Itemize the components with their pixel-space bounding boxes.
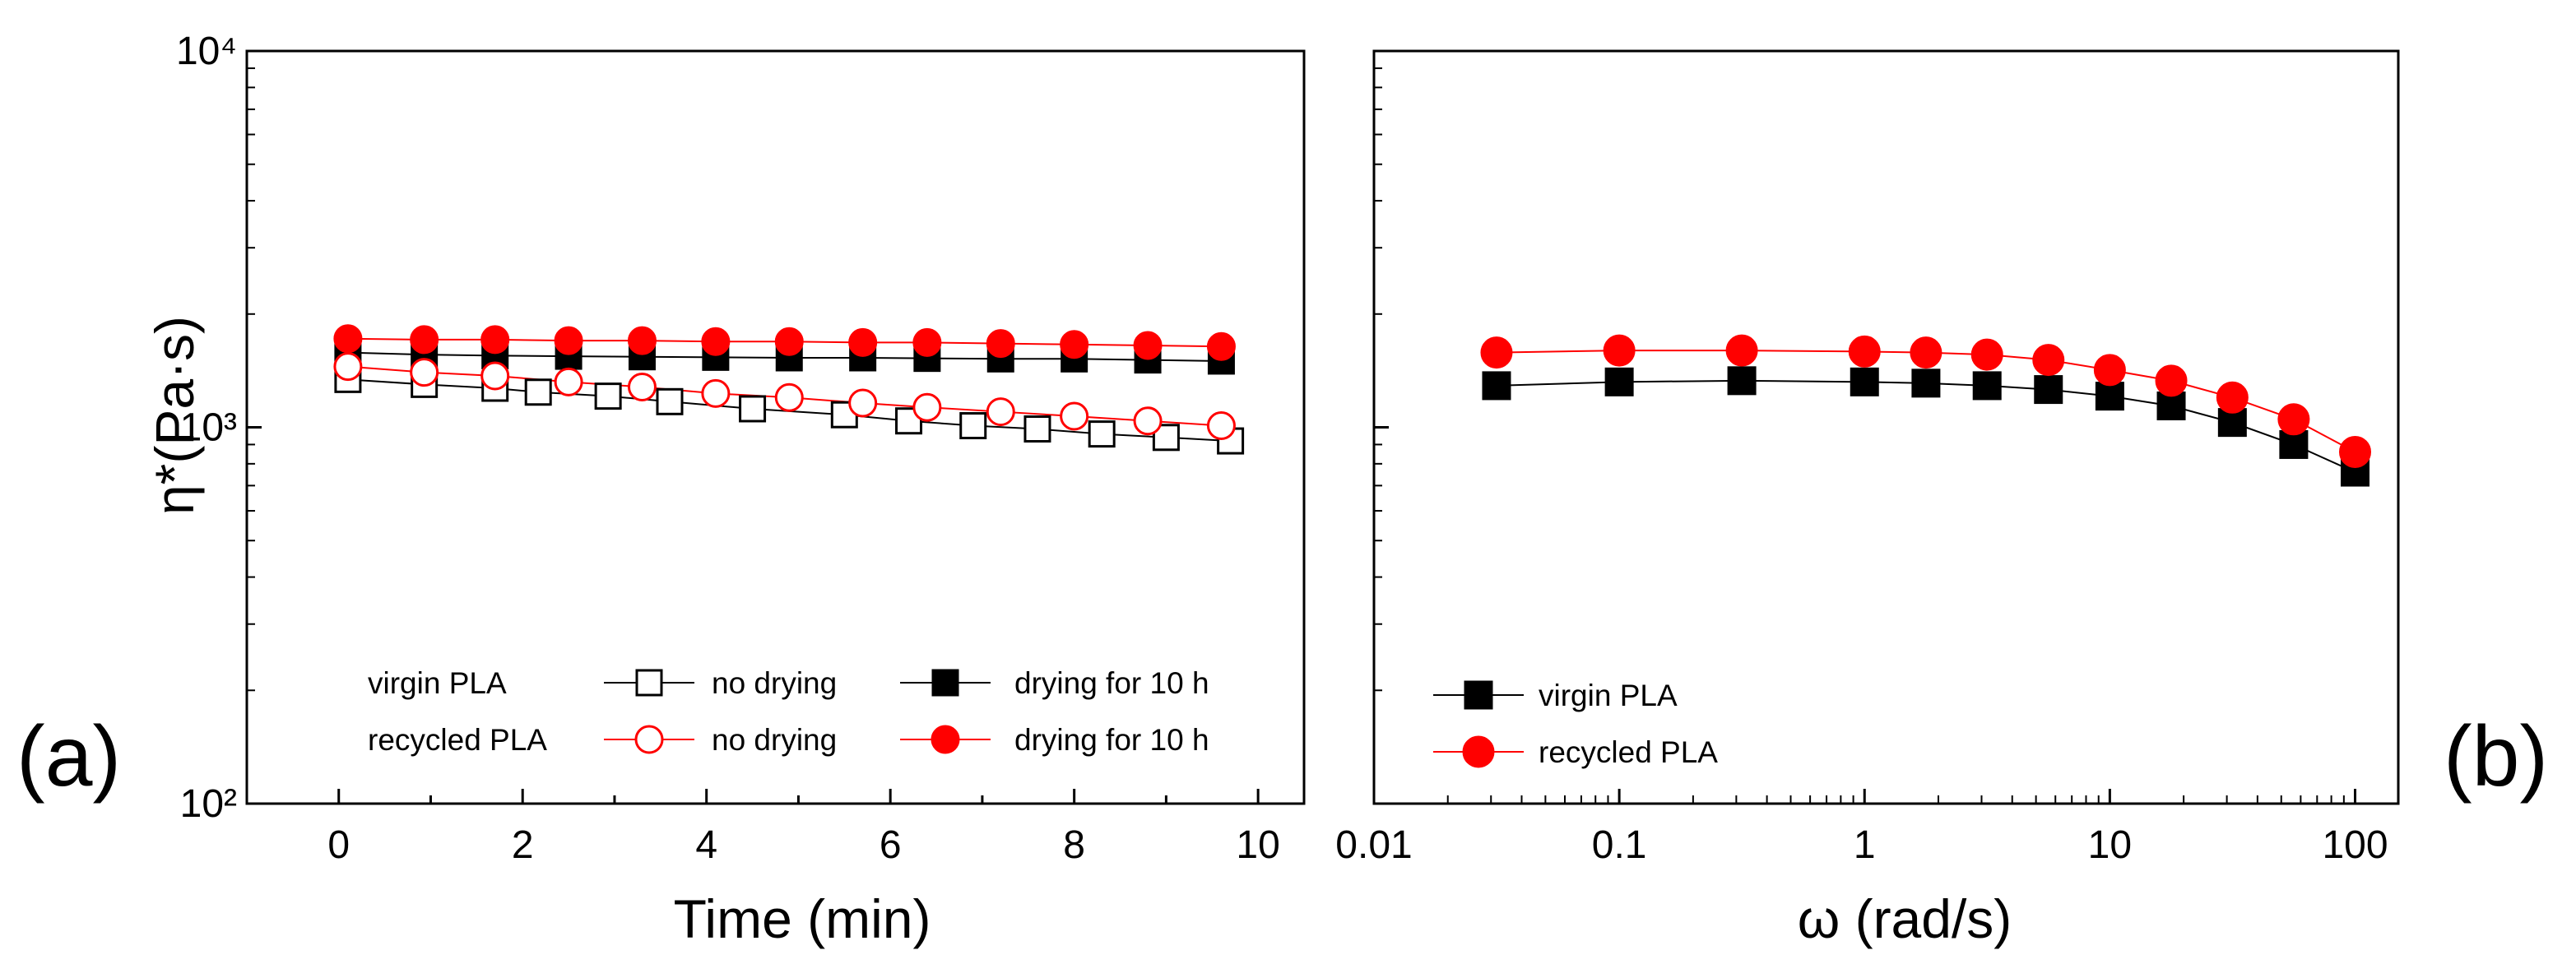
panel-a-data-point xyxy=(701,378,731,408)
y-tick-label-a: 10⁴ xyxy=(176,30,237,73)
panel-a-data-point xyxy=(848,388,878,418)
panel-a-data-point xyxy=(848,327,878,357)
panel-a-data-point xyxy=(333,352,363,382)
panel-b-data-point xyxy=(2093,354,2126,387)
panel-a-data-point xyxy=(1206,331,1236,361)
x-tick-label-b: 100 xyxy=(2322,823,2388,867)
legend-b-entry-label: recycled PLA xyxy=(1539,735,1718,769)
legend-a-symbol-marker xyxy=(931,725,960,754)
panel-a-data-point xyxy=(986,397,1015,427)
panel-b-data-point xyxy=(2339,435,2372,468)
panel-a-data-point xyxy=(1206,411,1236,441)
panel-b-data-point xyxy=(2034,375,2063,405)
legend-a-entry-label: no drying xyxy=(712,666,837,700)
x-tick-label-a: 2 xyxy=(512,823,534,867)
panel-a-data-point xyxy=(594,382,622,410)
legend-a-entry-label: no drying xyxy=(712,723,837,757)
y-axis-title: η*(Pa·s) xyxy=(144,316,205,515)
panel-b-data-point xyxy=(1482,371,1511,401)
panel-a-data-point xyxy=(656,387,684,415)
panel-a-data-point xyxy=(554,326,583,355)
panel-a-data-point xyxy=(480,325,510,355)
panel-a-data-point xyxy=(912,392,942,422)
legend-a-symbol-marker xyxy=(931,669,959,697)
panel-a-data-point xyxy=(774,327,804,356)
panel-b-data-point xyxy=(2156,391,2186,420)
panel-a-data-point xyxy=(480,361,510,391)
x-tick-label-a: 0 xyxy=(327,823,350,867)
panel-a-letter: (a) xyxy=(16,709,121,804)
legend-a-row-label: virgin PLA xyxy=(368,666,507,700)
panel-b-data-point xyxy=(1727,366,1757,396)
panel-b-data-point xyxy=(2155,364,2188,397)
panel-b-data-point xyxy=(2032,344,2065,377)
panel-b-data-point xyxy=(1911,368,1941,398)
x-tick-label-b: 0.1 xyxy=(1592,823,1647,867)
panel-b-data-point xyxy=(1725,334,1758,367)
panel-a-data-point xyxy=(1133,331,1163,360)
panel-a-data-point xyxy=(627,326,657,355)
panel-a-data-point xyxy=(524,378,552,406)
panel-b-data-point xyxy=(1604,367,1634,396)
panel-a-data-point xyxy=(739,395,767,423)
x-tick-label-b: 10 xyxy=(2088,823,2132,867)
legend-a-symbol-marker xyxy=(635,669,663,697)
legend-b-entry-label: virgin PLA xyxy=(1539,679,1678,712)
legend-a-symbol-marker xyxy=(634,725,664,754)
legend-a-row-label: recycled PLA xyxy=(368,723,547,757)
panel-a-data-point xyxy=(701,327,731,356)
panel-b-letter: (b) xyxy=(2444,709,2548,804)
panel-a-data-point xyxy=(627,372,657,401)
panel-b-data-point xyxy=(1480,336,1513,369)
panel-b-data-point xyxy=(2277,403,2310,436)
panel-b-data-point xyxy=(2095,382,2124,411)
panel-a-data-point xyxy=(1060,330,1089,359)
panel-b-data-point xyxy=(1850,367,1879,396)
panel-b-data-point xyxy=(2279,429,2309,459)
panel-b-data-point xyxy=(1603,334,1636,367)
legend-a-entry-label: drying for 10 h xyxy=(1014,723,1209,757)
panel-b-data-point xyxy=(1848,335,1881,368)
panel-b-data-point xyxy=(1972,371,2002,401)
panel-a-data-point xyxy=(986,329,1015,359)
y-tick-label-a: 10² xyxy=(180,782,237,826)
panel-a-data-point xyxy=(410,358,439,387)
x-tick-label-b: 1 xyxy=(1854,823,1876,867)
x-axis-title-b: ω (rad/s) xyxy=(1798,888,2012,949)
x-tick-label-a: 6 xyxy=(880,823,902,867)
x-axis-title-a: Time (min) xyxy=(674,888,931,949)
panel-b-data-point xyxy=(1970,338,2003,371)
legend-a: virgin PLA recycled PLA no drying drying… xyxy=(368,666,1209,757)
legend-b: virgin PLA recycled PLA xyxy=(1433,679,1718,769)
panel-a-data-point xyxy=(959,412,987,440)
panel-a-data-point xyxy=(410,325,439,355)
panel-a-data-point xyxy=(554,367,583,396)
panel-b-data-point xyxy=(1910,336,1942,369)
legend-b-symbol-marker xyxy=(1462,735,1495,768)
panel-b-chart: (b) ω (rad/s) 0.01 0.1 1 10 100 virgin PLA r… xyxy=(1335,49,2548,949)
x-tick-label-a: 10 xyxy=(1236,823,1279,867)
panel-b-data-point xyxy=(2216,381,2249,414)
x-tick-label-b: 0.01 xyxy=(1335,823,1412,867)
panel-a-data-point xyxy=(912,327,942,357)
panel-a-data-point xyxy=(333,324,363,354)
panel-a-chart: (a) η*(Pa·s) Time (min) 0 2 4 6 8 10 10² 10³ 10… xyxy=(16,30,1306,949)
panel-a-data-point xyxy=(1133,406,1163,436)
panel-a-data-point xyxy=(1088,420,1116,448)
x-tick-label-a: 4 xyxy=(695,823,717,867)
panel-a-data-point xyxy=(1023,415,1051,443)
panel-a-data-point xyxy=(774,382,804,412)
legend-a-entry-label: drying for 10 h xyxy=(1014,666,1209,700)
legend-b-symbol-marker xyxy=(1464,680,1493,710)
x-tick-label-a: 8 xyxy=(1063,823,1085,867)
y-tick-label-a: 10³ xyxy=(180,406,237,450)
panel-a-data-point xyxy=(1060,401,1089,431)
